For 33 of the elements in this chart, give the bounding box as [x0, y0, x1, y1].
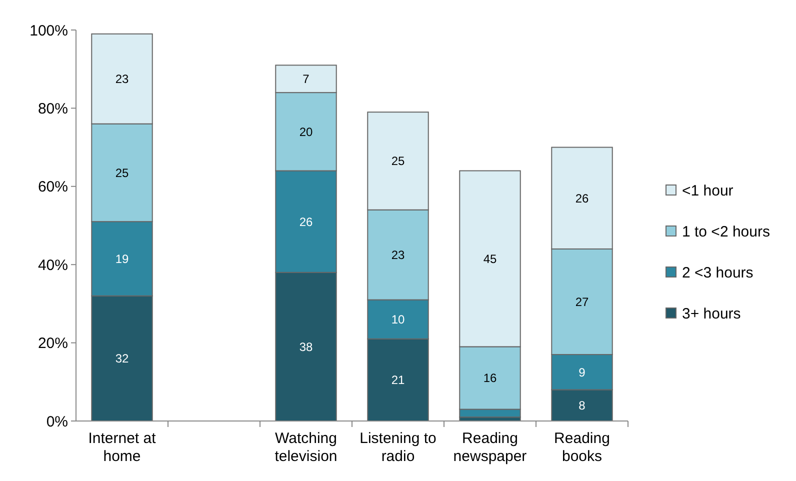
data-label: 20	[299, 124, 313, 139]
y-tick-label: 40%	[38, 256, 68, 274]
data-label: 9	[578, 365, 586, 380]
data-label: 19	[115, 252, 129, 266]
x-tick-label: Reading books	[554, 430, 610, 465]
data-label: 23	[391, 248, 405, 262]
data-label: 16	[483, 371, 497, 386]
data-label: 45	[483, 252, 497, 266]
data-label: 25	[115, 166, 129, 180]
y-tick-label: 60%	[38, 178, 68, 196]
legend-label: 2 <3 hours	[682, 264, 754, 282]
legend-label: <1 hour	[682, 182, 734, 200]
data-label: 26	[575, 191, 589, 206]
data-label: 38	[299, 340, 313, 354]
data-label: 21	[391, 373, 405, 388]
y-tick-label: 80%	[38, 100, 68, 118]
x-tick-label: Internet at home	[88, 430, 157, 465]
data-label: 10	[391, 312, 405, 327]
data-label: 8	[578, 398, 586, 413]
data-label: 27	[575, 294, 589, 309]
data-label: 25	[391, 154, 405, 168]
legend-label: 3+ hours	[682, 305, 741, 322]
data-label: 23	[115, 72, 129, 86]
y-tick-label: 0%	[46, 413, 68, 430]
data-label: 26	[299, 214, 313, 229]
legend-label: 1 to <2 hours	[682, 223, 770, 240]
data-label: 7	[302, 72, 310, 86]
x-tick-label: Listening to radio	[360, 430, 436, 465]
y-tick-label: 20%	[38, 335, 68, 352]
x-tick-label: Reading newspaper	[453, 430, 527, 465]
y-tick-label: 100%	[30, 22, 68, 40]
data-label: 32	[115, 352, 129, 366]
x-tick-label: Watching television	[274, 430, 338, 465]
